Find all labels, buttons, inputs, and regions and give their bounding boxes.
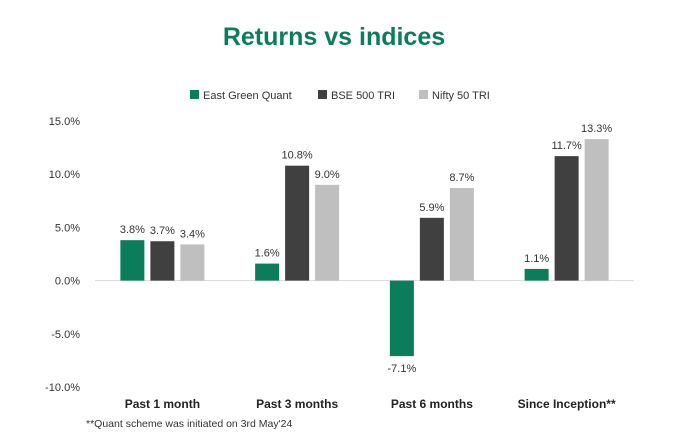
bar xyxy=(389,280,414,357)
category-label: Past 3 months xyxy=(256,397,338,411)
data-label: -7.1% xyxy=(388,363,417,375)
category-label: Since Inception** xyxy=(518,397,616,411)
y-tick-label: 5.0% xyxy=(55,222,80,234)
data-label: 3.4% xyxy=(180,228,205,240)
y-tick-label: 15.0% xyxy=(49,116,80,128)
y-tick-label: -10.0% xyxy=(45,382,80,394)
legend-label: Nifty 50 TRI xyxy=(432,90,490,102)
bar xyxy=(315,184,340,281)
footnote: **Quant scheme was initiated on 3rd May'… xyxy=(86,418,293,430)
bar xyxy=(419,217,444,281)
data-label: 5.9% xyxy=(419,202,444,214)
y-tick-label: 10.0% xyxy=(49,169,80,181)
category-label: Past 1 month xyxy=(125,397,200,411)
legend-swatch xyxy=(419,90,428,99)
bar xyxy=(584,139,609,281)
y-tick-label: 0.0% xyxy=(55,276,80,288)
legend-label: BSE 500 TRI xyxy=(331,90,395,102)
data-label: 13.3% xyxy=(581,123,612,135)
data-label: 1.1% xyxy=(524,253,549,265)
category-label: Past 6 months xyxy=(391,397,473,411)
legend-swatch xyxy=(190,90,199,99)
bar xyxy=(150,241,175,281)
x-axis: Past 1 month Past 3 months Past 6 months Si… xyxy=(125,397,616,411)
data-label: 1.6% xyxy=(255,248,280,260)
bar xyxy=(255,263,280,281)
data-labels: 3.8% 3.7% 3.4% 1.6% 10.8%9.0% -7.1% 5.9% 8.7% 1.… xyxy=(120,123,613,375)
bar xyxy=(554,156,579,281)
data-label: 3.7% xyxy=(150,225,175,237)
bar xyxy=(524,268,549,281)
bar xyxy=(449,188,474,281)
bars xyxy=(120,139,609,357)
data-label: 10.8% xyxy=(282,150,313,162)
data-label: 3.8% xyxy=(120,224,145,236)
data-label: 9.0% xyxy=(315,169,340,181)
chart-title: Returns vs indices xyxy=(223,23,445,51)
bar xyxy=(285,165,310,281)
legend-label: East Green Quant xyxy=(203,90,292,102)
y-tick-label: -5.0% xyxy=(51,329,80,341)
data-label: 11.7% xyxy=(551,140,582,152)
bar xyxy=(180,244,205,281)
legend-swatch xyxy=(318,90,327,99)
bar xyxy=(120,240,145,281)
chart-legend: East Green Quant BSE 500 TRI Nifty 50 TRI xyxy=(190,90,490,102)
data-label: 8.7% xyxy=(449,172,474,184)
